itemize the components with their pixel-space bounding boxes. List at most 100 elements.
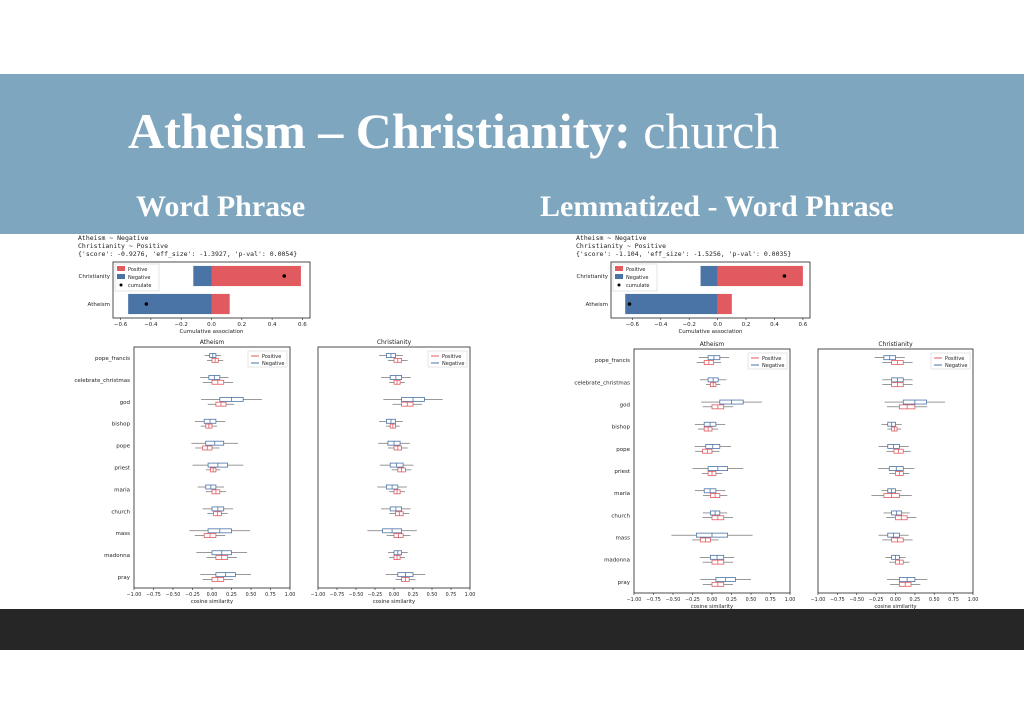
- p2-legend-swatch-negative: [615, 274, 623, 279]
- p1-word-label: madonna: [104, 553, 130, 559]
- p1-word-label: pope: [116, 444, 130, 450]
- p2-summary-tick-label: −0.2: [682, 322, 695, 328]
- p2-summary-bar-positive: [717, 265, 803, 287]
- p1-legend-swatch-negative: [117, 274, 125, 279]
- p1-box-christianity-legend-label: Negative: [442, 361, 464, 367]
- p1-summary-bar-negative: [193, 265, 212, 287]
- p2-word-label: pope_francis: [595, 358, 630, 364]
- p2-box-christianity-tick-label: −1.00: [811, 597, 826, 603]
- p1-box-atheism-tick-label: 0.00: [207, 592, 218, 598]
- p2-box-christianity-tick-label: −0.50: [849, 597, 864, 603]
- p2-box-christianity-tick-label: 0.75: [948, 597, 959, 603]
- p1-box-atheism-tick-label: −0.25: [185, 592, 200, 598]
- p2-summary-bar-negative: [700, 265, 718, 287]
- footer-bar: [0, 609, 1024, 650]
- p2-summary-tick-label: −0.4: [654, 322, 668, 328]
- p2-word-label: madonna: [604, 558, 630, 564]
- p1-box-atheism-tick-label: −0.75: [146, 592, 161, 598]
- p1-box-atheism-legend-label: Positive: [262, 354, 281, 360]
- p2-summary-legend-label: Positive: [626, 267, 645, 273]
- p2-summary-tick-label: 0.2: [742, 322, 751, 328]
- p1-summary-tick-label: 0.0: [207, 322, 216, 328]
- p2-summary-xlabel: Cumulative association: [678, 329, 743, 335]
- p2-word-label: pray: [618, 580, 631, 586]
- p1-box-christianity-xlabel: cosine similarity: [373, 599, 415, 605]
- p1-box-christianity-tick-label: 0.75: [446, 592, 457, 598]
- p1-box-christianity-tick-label: 0.00: [389, 592, 400, 598]
- p2-box-atheism-tick-label: −0.75: [646, 597, 661, 603]
- p2-summary-tick-label: −0.6: [626, 322, 640, 328]
- p1-box-atheism-tick-label: 1.00: [285, 592, 296, 598]
- left-heading: Word Phrase: [136, 190, 306, 223]
- p2-legend-swatch-positive: [615, 266, 623, 271]
- p2-word-label: mass: [616, 536, 631, 542]
- p2-header-line: Atheism ~ Negative: [576, 234, 647, 242]
- p2-box-christianity-tick-label: 0.00: [890, 597, 901, 603]
- p2-summary-category-label: Christianity: [577, 274, 609, 280]
- p1-summary-tick-label: 0.4: [268, 322, 277, 328]
- p1-box-christianity-legend-label: Positive: [442, 354, 461, 360]
- title-banner: [0, 74, 1024, 234]
- p1-word-label: pray: [118, 575, 131, 581]
- p1-box-christianity-title: Christianity: [377, 339, 412, 346]
- p1-header-line: {'score': -0.9276, 'eff_size': -1.3927, …: [78, 250, 297, 258]
- p1-box-atheism-legend-label: Negative: [262, 361, 284, 367]
- p1-box-christianity-tick-label: −0.50: [349, 592, 364, 598]
- p1-box-atheism-tick-label: 0.50: [246, 592, 257, 598]
- p1-summary-bar-negative: [128, 293, 212, 315]
- p2-word-label: priest: [614, 469, 631, 475]
- p2-summary-tick-label: 0.4: [770, 322, 779, 328]
- p2-word-label: bishop: [612, 425, 631, 431]
- p2-box-christianity-tick-label: −0.75: [830, 597, 845, 603]
- p2-cumulate-point: [782, 274, 787, 278]
- p1-box-atheism-xlabel: cosine similarity: [191, 599, 233, 605]
- p1-summary-tick-label: −0.6: [114, 322, 128, 328]
- p1-legend-cumulate-marker: [119, 283, 123, 287]
- p2-legend-cumulate-marker: [617, 283, 621, 287]
- slide-title-bold: Atheism – Christianity:: [128, 103, 631, 159]
- p1-box-christianity-tick-label: −0.75: [330, 592, 345, 598]
- p1-summary-category-label: Atheism: [88, 302, 110, 308]
- p2-word-label: pope: [616, 447, 630, 453]
- p1-summary-legend-label: cumulate: [128, 283, 151, 289]
- p1-box-atheism-tick-label: 0.75: [265, 592, 276, 598]
- p1-box-atheism-tick-label: −0.50: [166, 592, 181, 598]
- p1-word-label: mass: [116, 531, 131, 537]
- p2-summary-legend-label: Negative: [626, 275, 648, 281]
- p2-box-atheism-tick-label: 0.75: [765, 597, 776, 603]
- p2-box-christianity-legend-label: Negative: [945, 363, 967, 369]
- p2-box-christianity-tick-label: −0.25: [869, 597, 884, 603]
- p1-summary-tick-label: 0.6: [298, 322, 307, 328]
- p2-box-christianity-legend-label: Positive: [945, 356, 964, 362]
- p2-header-line: {'score': -1.104, 'eff_size': -1.5256, '…: [576, 250, 791, 258]
- p2-summary-bar-negative: [625, 293, 718, 315]
- p2-box-atheism-tick-label: −0.50: [666, 597, 681, 603]
- p1-cumulate-point: [144, 302, 149, 306]
- p2-box-atheism-tick-label: 1.00: [785, 597, 796, 603]
- slide-title-light: church: [630, 103, 780, 159]
- p1-box-christianity-tick-label: 0.50: [427, 592, 438, 598]
- p1-summary-bar-positive: [211, 265, 301, 287]
- p2-box-christianity-title: Christianity: [878, 341, 913, 348]
- p2-word-label: church: [611, 513, 630, 519]
- p1-box-christianity-tick-label: −0.25: [368, 592, 383, 598]
- p1-word-label: bishop: [112, 422, 131, 428]
- p2-word-label: god: [620, 402, 630, 408]
- p2-box-atheism-tick-label: −0.25: [685, 597, 700, 603]
- p2-cumulate-point: [627, 302, 632, 306]
- p1-box-atheism-tick-label: 0.25: [226, 592, 237, 598]
- p2-box-atheism-legend-label: Negative: [762, 363, 784, 369]
- p1-box-christianity-tick-label: −1.00: [311, 592, 326, 598]
- p2-summary-category-label: Atheism: [586, 302, 608, 308]
- p2-box-atheism-tick-label: 0.50: [746, 597, 757, 603]
- p1-word-label: church: [111, 509, 130, 515]
- p1-box-atheism-title: Atheism: [200, 339, 225, 346]
- p2-box-christianity-tick-label: 0.25: [910, 597, 921, 603]
- p1-summary-tick-label: 0.2: [237, 322, 246, 328]
- p2-summary-tick-label: 0.0: [713, 322, 722, 328]
- p2-box-christianity-tick-label: 0.50: [929, 597, 940, 603]
- slide-title: Atheism – Christianity: church: [128, 102, 779, 160]
- p1-cumulate-point: [282, 274, 287, 278]
- p1-box-atheism-tick-label: −1.00: [127, 592, 142, 598]
- p1-box-christianity-tick-label: 0.25: [408, 592, 419, 598]
